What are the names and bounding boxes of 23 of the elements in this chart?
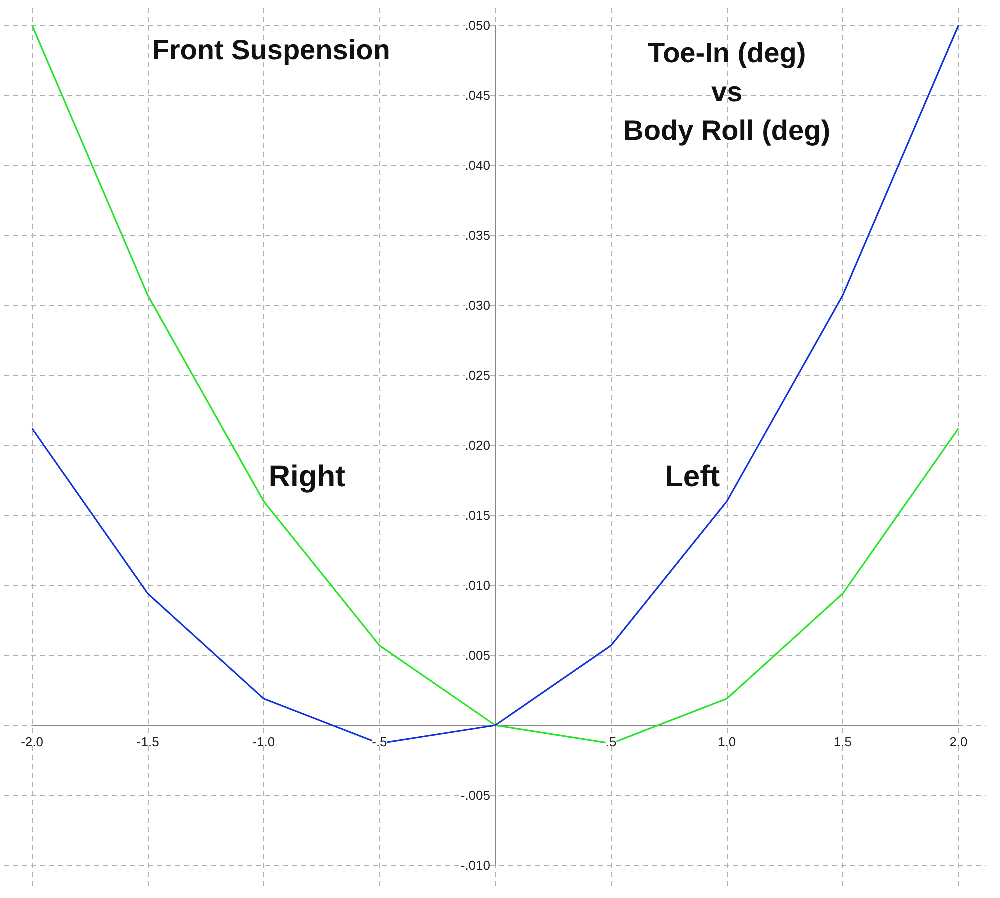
series-label: Left	[665, 460, 720, 494]
x-tick-label: -1.0	[252, 734, 276, 750]
y-tick-label: -.005	[460, 788, 491, 803]
y-tick-label: -.010	[460, 858, 491, 873]
x-tick-label: 2.0	[950, 734, 968, 750]
x-tick-label: .5	[606, 734, 617, 750]
y-tick-label: .010	[465, 578, 491, 593]
y-tick-label: .020	[465, 438, 491, 453]
y-tick-label: .035	[465, 228, 491, 243]
y-tick-label: .030	[465, 298, 491, 313]
y-tick-label: .015	[465, 508, 491, 523]
y-tick-label: .040	[465, 158, 491, 173]
series-label: Right	[268, 460, 346, 494]
y-tick-label: .005	[465, 648, 491, 663]
y-tick-label: .025	[465, 368, 491, 383]
x-tick-label: -1.5	[136, 734, 160, 750]
x-tick-label: -2.0	[21, 734, 44, 750]
chart-title: Front Suspension	[152, 34, 390, 66]
y-tick-label: .045	[465, 88, 491, 103]
x-tick-label: 1.0	[718, 734, 736, 750]
x-tick-label: 1.5	[834, 734, 852, 750]
y-tick-label: .050	[465, 18, 491, 33]
text: Toe-In (deg) vs Body Roll (deg)	[624, 38, 831, 146]
